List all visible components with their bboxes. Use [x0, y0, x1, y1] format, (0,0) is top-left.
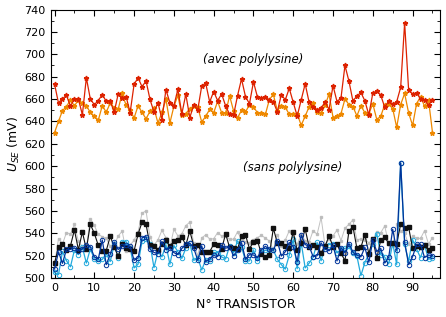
- X-axis label: N° TRANSISTOR: N° TRANSISTOR: [196, 298, 295, 311]
- Text: (avec polylysine): (avec polylysine): [203, 53, 303, 66]
- Text: (sans polylysine): (sans polylysine): [243, 161, 342, 174]
- Y-axis label: $U_{SE}$ (mV): $U_{SE}$ (mV): [5, 116, 22, 172]
